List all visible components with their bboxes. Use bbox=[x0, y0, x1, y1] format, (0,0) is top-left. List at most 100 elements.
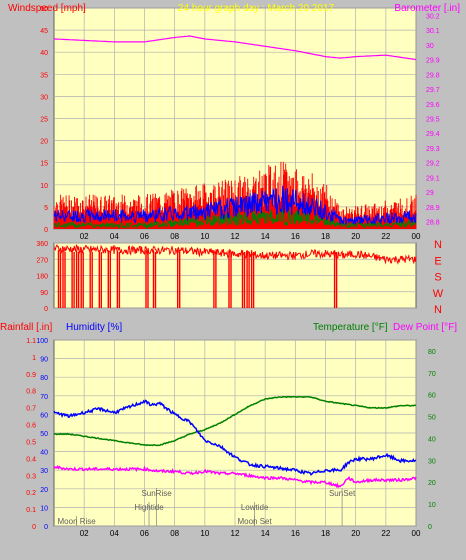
y-right-tick-label: 29.5 bbox=[426, 117, 440, 124]
y-left-tick-label: 0 bbox=[44, 227, 48, 234]
y-left-tick-label: 50 bbox=[40, 6, 48, 13]
x-tick-label: 02 bbox=[80, 529, 89, 538]
x-tick-label: 10 bbox=[200, 232, 209, 241]
y-right-tick-label: 29.1 bbox=[426, 175, 440, 182]
y-right-tick-label: 29 bbox=[426, 190, 434, 197]
x-tick-label: 00 bbox=[412, 232, 421, 241]
rainfall-axis-label: Rainfall [.in] bbox=[0, 322, 52, 333]
y-right-tick-label: 29.7 bbox=[426, 87, 440, 94]
wind-direction-series bbox=[53, 243, 417, 265]
y-left-tick-label: 5 bbox=[44, 205, 48, 212]
wind-direction-dropouts bbox=[57, 250, 338, 308]
direction-series bbox=[53, 243, 417, 308]
y-right-tick-label: 29.8 bbox=[426, 72, 440, 79]
temperature-tick-label: 70 bbox=[428, 371, 436, 378]
annotation-label: SunRise bbox=[141, 489, 172, 498]
x-tick-label: 22 bbox=[381, 529, 390, 538]
y-left-tick-label: 40 bbox=[40, 50, 48, 57]
rain-tick-label: 0.6 bbox=[26, 423, 36, 430]
temperature-plot-grid bbox=[54, 339, 417, 527]
temperature-tick-label: 60 bbox=[428, 393, 436, 400]
y-left-tick-label: 360 bbox=[36, 241, 48, 248]
y-left-tick-label: 0 bbox=[44, 306, 48, 313]
y-right-tick-label: 29.3 bbox=[426, 146, 440, 153]
y-left-tick-label: 30 bbox=[40, 94, 48, 101]
x-tick-label: 00 bbox=[412, 529, 421, 538]
wind-series bbox=[53, 35, 417, 230]
y-left-tick-label: 20 bbox=[40, 139, 48, 146]
humidity-series bbox=[53, 399, 417, 476]
humidity-axis-label: Humidity [%] bbox=[66, 322, 122, 333]
x-tick-label: 14 bbox=[261, 529, 270, 538]
y-left-tick-label: 25 bbox=[40, 117, 48, 124]
x-tick-label: 06 bbox=[140, 232, 149, 241]
y-left-tick-label: 35 bbox=[40, 72, 48, 79]
x-tick-label: 12 bbox=[231, 232, 240, 241]
x-tick-label: 06 bbox=[140, 529, 149, 538]
y-left-tick-label: 45 bbox=[40, 28, 48, 35]
x-tick-label: 08 bbox=[170, 529, 179, 538]
astro-annotations: Moon Rise SunRise Hightide Lowtide Moon Set S… bbox=[58, 488, 356, 526]
y-right-tick-label: 29.2 bbox=[426, 161, 440, 168]
dewpoint-axis-label: Dew Point [°F] bbox=[393, 322, 457, 333]
x-tick-label: 02 bbox=[80, 232, 89, 241]
y-left-tick-label: 30 bbox=[40, 468, 48, 475]
y-left-tick-label: 15 bbox=[40, 161, 48, 168]
annotation-label: Lowtide bbox=[241, 503, 269, 512]
rain-tick-label: 0 bbox=[32, 524, 36, 531]
temperature-axis-label: Temperature [°F] bbox=[313, 322, 388, 333]
rain-tick-label: 0.5 bbox=[26, 439, 36, 446]
x-tick-label: 16 bbox=[291, 232, 300, 241]
temperature-series bbox=[53, 395, 417, 489]
rain-tick-label: 0.2 bbox=[26, 490, 36, 497]
y-left-tick-label: 50 bbox=[40, 431, 48, 438]
rain-tick-label: 1 bbox=[32, 355, 36, 362]
y-right-tick-label: 30 bbox=[426, 43, 434, 50]
x-tick-label: 04 bbox=[110, 232, 119, 241]
y-right-tick-label: 29.9 bbox=[426, 58, 440, 65]
x-tick-label: 16 bbox=[291, 529, 300, 538]
y-right-tick-label: 29.6 bbox=[426, 102, 440, 109]
rain-tick-label: 0.4 bbox=[26, 456, 36, 463]
x-tick-label: 22 bbox=[381, 232, 390, 241]
y-left-tick-label: 0 bbox=[44, 524, 48, 531]
y-left-tick-label: 10 bbox=[40, 505, 48, 512]
temperature-axis-ticks: 02 04 06 08 10 12 14 16 18 20 22 000102030405060708… bbox=[26, 338, 436, 538]
wind-low-series bbox=[53, 208, 417, 230]
y-left-tick-label: 70 bbox=[40, 394, 48, 401]
annotation-label: Moon Rise bbox=[58, 517, 97, 526]
rain-tick-label: 1.1 bbox=[26, 338, 36, 345]
temperature-series bbox=[53, 395, 417, 447]
wind-axis-ticks: 02 04 06 08 10 12 14 16 18 20 22 000510152025303540… bbox=[40, 6, 440, 241]
temperature-tick-label: 0 bbox=[428, 524, 432, 531]
y-left-tick-label: 60 bbox=[40, 412, 48, 419]
compass-label: N bbox=[434, 304, 442, 316]
chart-title: 24 hour graph day : March 20 2017 bbox=[178, 3, 335, 14]
y-left-tick-label: 100 bbox=[36, 338, 48, 345]
compass-label: E bbox=[434, 255, 441, 267]
rain-tick-label: 0.9 bbox=[26, 372, 36, 379]
y-left-tick-label: 180 bbox=[36, 274, 48, 281]
x-tick-label: 12 bbox=[231, 529, 240, 538]
compass-label: S bbox=[434, 272, 441, 284]
x-tick-label: 14 bbox=[261, 232, 270, 241]
temperature-tick-label: 40 bbox=[428, 436, 436, 443]
x-tick-label: 10 bbox=[200, 529, 209, 538]
wind-average-series bbox=[53, 185, 417, 226]
windspeed-axis-label: Windspeed [mph] bbox=[8, 3, 86, 14]
x-tick-label: 20 bbox=[351, 232, 360, 241]
x-tick-label: 18 bbox=[321, 529, 330, 538]
temperature-tick-label: 30 bbox=[428, 458, 436, 465]
y-left-tick-label: 10 bbox=[40, 183, 48, 190]
temperature-tick-label: 20 bbox=[428, 480, 436, 487]
compass-label: N bbox=[434, 239, 442, 251]
y-right-tick-label: 30.2 bbox=[426, 13, 440, 20]
y-left-tick-label: 80 bbox=[40, 375, 48, 382]
rain-tick-label: 0.8 bbox=[26, 389, 36, 396]
y-left-tick-label: 20 bbox=[40, 487, 48, 494]
annotation-label: Hightide bbox=[134, 503, 164, 512]
y-left-tick-label: 270 bbox=[36, 257, 48, 264]
